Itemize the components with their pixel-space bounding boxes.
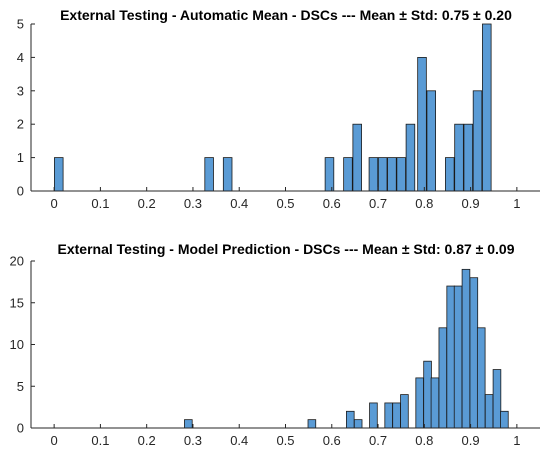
histogram-bar	[400, 394, 409, 429]
histogram-bar	[377, 157, 388, 192]
y-tick-label: 3	[17, 83, 24, 98]
histogram-bar	[384, 402, 393, 429]
histogram-bar	[396, 157, 406, 192]
x-tick-label: 0.3	[184, 433, 202, 448]
x-tick-label: 1	[513, 433, 520, 448]
x-tick-label: 0.9	[462, 433, 480, 448]
histogram-bar	[352, 123, 362, 192]
histogram-bar	[484, 394, 494, 429]
x-tick-label: 0.5	[276, 196, 294, 211]
y-tick-label: 0	[17, 421, 24, 436]
histogram-bar	[417, 57, 427, 192]
histogram-bar	[476, 327, 486, 429]
histogram-bar	[426, 90, 436, 192]
histogram-bar	[222, 157, 233, 192]
histogram-bar	[307, 419, 317, 429]
histogram-bar	[492, 369, 502, 429]
x-tick-label: 1	[513, 196, 520, 211]
top-chart-title: External Testing - Automatic Mean - DSCs…	[60, 7, 512, 23]
histogram-bar	[500, 410, 509, 429]
histogram-bar	[369, 402, 378, 429]
histogram-bar	[368, 157, 379, 192]
y-tick-label: 5	[17, 17, 24, 32]
x-tick-label: 0.7	[369, 196, 387, 211]
histogram-bar	[387, 157, 397, 192]
histogram-bar	[463, 123, 474, 192]
histogram-bar	[469, 277, 479, 429]
histogram-bar	[184, 419, 193, 429]
histogram-bar	[392, 402, 401, 429]
histogram-bar	[324, 157, 335, 192]
y-tick-label: 2	[17, 117, 24, 132]
x-tick-label: 0	[51, 433, 58, 448]
histogram-bar	[472, 90, 483, 192]
histogram-bar	[454, 123, 464, 192]
x-tick-label: 0.4	[230, 196, 248, 211]
histogram-bar	[204, 157, 214, 192]
x-tick-label: 0.7	[369, 433, 387, 448]
x-tick-label: 0.1	[91, 433, 109, 448]
histogram-bar	[461, 268, 471, 429]
histogram-bar	[438, 327, 448, 429]
y-tick-label: 0	[17, 184, 24, 199]
histogram-bar	[405, 123, 416, 192]
histogram-bar	[353, 419, 363, 429]
histogram-bar	[423, 360, 432, 429]
histogram-bar	[54, 157, 64, 192]
x-tick-label: 0.6	[323, 433, 341, 448]
x-tick-label: 0.5	[276, 433, 294, 448]
histogram-bar	[343, 157, 353, 192]
x-tick-label: 0.2	[138, 196, 156, 211]
x-tick-label: 0.8	[415, 196, 433, 211]
x-tick-label: 0.2	[138, 433, 156, 448]
x-tick-label: 0	[51, 196, 58, 211]
x-tick-label: 0.4	[230, 433, 248, 448]
x-tick-label: 0.6	[323, 196, 341, 211]
x-tick-label: 0.8	[415, 433, 433, 448]
top-histogram-panel: External Testing - Automatic Mean - DSCs…	[17, 7, 540, 211]
histogram-bar	[445, 157, 455, 192]
y-tick-label: 15	[10, 295, 24, 310]
x-tick-label: 0.9	[462, 196, 480, 211]
y-tick-label: 5	[17, 379, 24, 394]
histogram-bar	[446, 285, 455, 429]
histogram-bar	[415, 377, 424, 429]
x-tick-label: 0.1	[91, 196, 109, 211]
y-tick-label: 4	[17, 50, 24, 65]
histogram-bar	[482, 23, 492, 192]
histogram-bar	[346, 410, 355, 429]
y-tick-label: 10	[10, 337, 24, 352]
y-tick-label: 20	[10, 254, 24, 269]
histogram-bar	[453, 285, 463, 429]
bottom-chart-title: External Testing - Model Prediction - DS…	[58, 241, 515, 257]
bottom-histogram-panel: External Testing - Model Prediction - DS…	[10, 241, 540, 448]
x-tick-label: 0.3	[184, 196, 202, 211]
histogram-bar	[430, 377, 440, 429]
y-tick-label: 1	[17, 150, 24, 165]
